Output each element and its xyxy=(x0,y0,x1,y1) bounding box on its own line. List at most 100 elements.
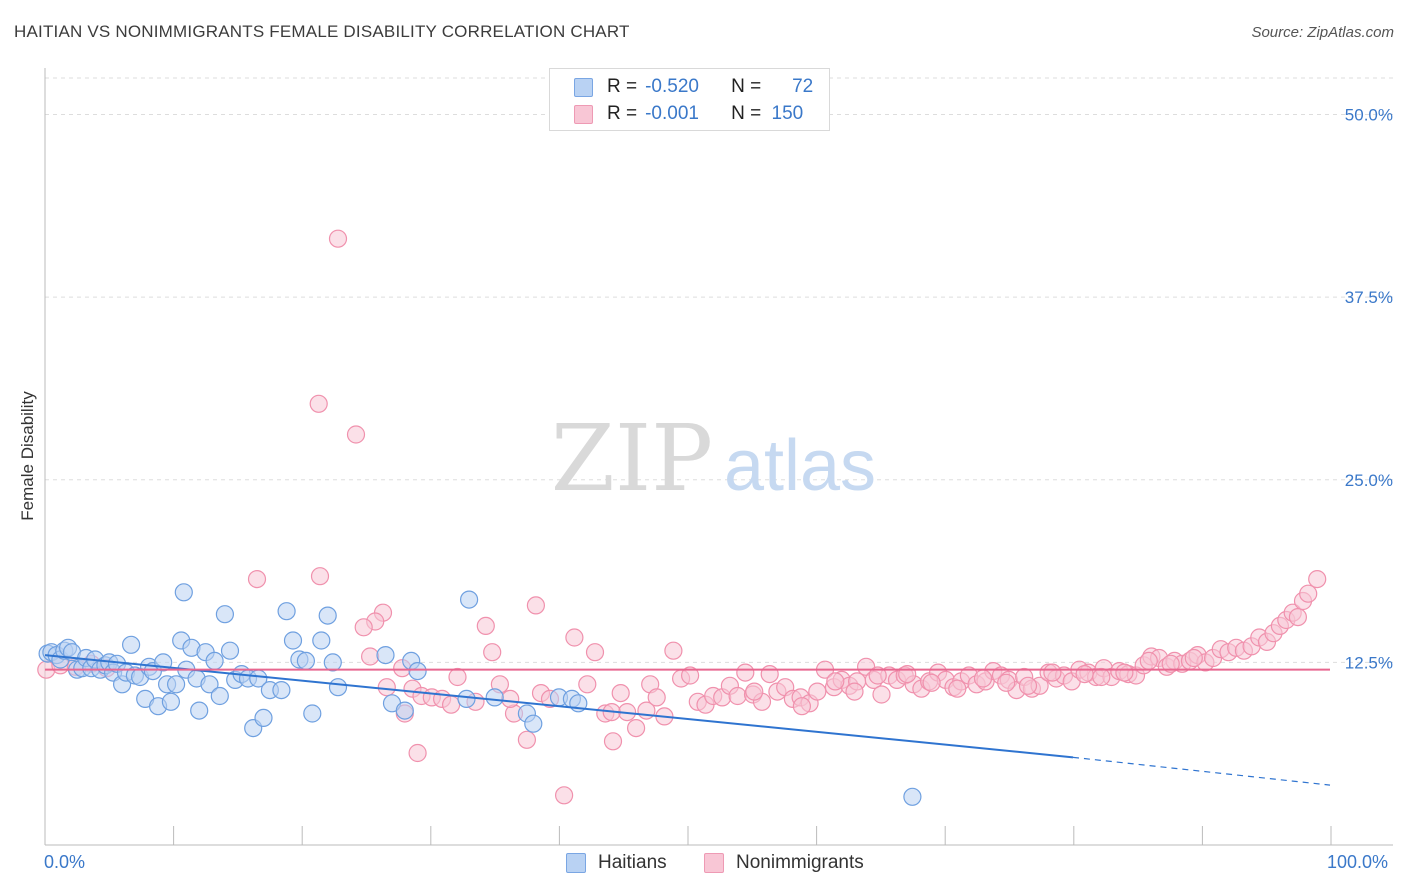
legend-swatch-nonimmigrants xyxy=(704,853,724,873)
legend-r-value: -0.001 xyxy=(645,103,699,124)
haitians-point xyxy=(485,688,504,707)
nonimmigrants-point xyxy=(948,679,967,698)
haitians-point xyxy=(283,631,303,650)
nonimmigrants-point xyxy=(760,664,779,684)
grid-lines xyxy=(45,77,1393,663)
nonimmigrants-point xyxy=(408,743,427,763)
nonimmigrants-point xyxy=(1308,569,1327,589)
nonimmigrants-point xyxy=(611,683,630,703)
haitians-point xyxy=(200,675,219,694)
nonimmigrants-point xyxy=(501,689,520,709)
nonimmigrants-point xyxy=(872,685,891,704)
nonimmigrants-point xyxy=(922,673,941,692)
haitians-point xyxy=(903,787,922,806)
nonimmigrants-point xyxy=(328,229,348,248)
y-tick-label: 37.5% xyxy=(1345,288,1393,307)
haitians-point xyxy=(215,605,234,624)
nonimmigrants-point xyxy=(626,718,646,738)
nonimmigrants-point xyxy=(565,628,584,647)
haitians-point xyxy=(220,641,240,660)
haitians-point xyxy=(318,606,337,625)
axes xyxy=(44,68,1393,846)
nonimmigrants-point xyxy=(808,682,827,701)
haitians-point xyxy=(122,635,141,654)
nonimmigrants-point xyxy=(997,673,1016,692)
legend-swatch-nonimmigrants xyxy=(574,104,593,124)
nonimmigrants-point xyxy=(483,643,502,662)
nonimmigrants-point xyxy=(442,695,461,714)
nonimmigrants-point xyxy=(973,669,993,688)
nonimmigrants-point xyxy=(310,567,330,586)
haitians-point xyxy=(205,651,224,671)
haitians-trend-line xyxy=(44,654,1074,759)
watermark-zip-text: ZIP xyxy=(551,405,713,512)
nonimmigrants-point xyxy=(517,730,537,749)
watermark-atlas-text: atlas xyxy=(724,426,876,506)
haitians-point xyxy=(524,714,543,733)
nonimmigrants-point xyxy=(745,682,764,701)
nonimmigrants-point xyxy=(1161,654,1180,673)
legend-label-nonimmigrants: Nonimmigrants xyxy=(736,852,864,873)
legend-n-value: 72 xyxy=(792,76,814,97)
haitians-point xyxy=(277,602,296,621)
nonimmigrants-point xyxy=(1299,584,1318,603)
legend-item-nonimmigrants[interactable]: Nonimmigrants xyxy=(704,852,864,874)
legend-n-label: N = xyxy=(731,76,762,97)
haitians-point xyxy=(272,680,291,700)
nonimmigrants-point xyxy=(1115,663,1134,682)
y-tick-label: 25.0% xyxy=(1345,471,1393,490)
haitians-point xyxy=(254,708,273,728)
nonimmigrants-point xyxy=(247,569,267,589)
nonimmigrants-point xyxy=(792,697,812,716)
nonimmigrants-point xyxy=(736,663,755,682)
nonimmigrants-point xyxy=(826,672,845,691)
nonimmigrants-point xyxy=(1043,663,1062,682)
haitians-point xyxy=(460,590,479,609)
nonimmigrants-point xyxy=(585,643,605,662)
nonimmigrants-point xyxy=(603,732,623,751)
legend-row-haitians: R = -0.520 N = 72 xyxy=(550,74,813,100)
legend-row-nonimmigrants: R = -0.001 N = 150 xyxy=(550,101,803,127)
nonimmigrants-point xyxy=(377,678,396,697)
haitians-point xyxy=(395,701,414,720)
nonimmigrants-point xyxy=(526,596,546,615)
watermark: ZIP atlas xyxy=(551,405,876,512)
nonimmigrants-point xyxy=(578,675,597,694)
nonimmigrants-point xyxy=(1092,667,1111,687)
y-tick-label: 50.0% xyxy=(1345,106,1393,125)
legend-n-label: N = xyxy=(731,103,762,124)
nonimmigrants-point xyxy=(448,667,467,687)
series-legend: Haitians Nonimmigrants xyxy=(0,852,1406,878)
nonimmigrants-point xyxy=(346,425,366,444)
nonimmigrants-point xyxy=(1018,676,1038,695)
legend-r-value: -0.520 xyxy=(645,76,699,97)
legend-label-haitians: Haitians xyxy=(598,852,667,873)
source-credit: Source: ZipAtlas.com xyxy=(1251,24,1394,41)
nonimmigrants-point xyxy=(680,666,700,685)
haitians-point xyxy=(457,689,476,709)
nonimmigrants-point xyxy=(354,618,373,637)
nonimmigrants-point xyxy=(898,664,917,684)
chart-title: HAITIAN VS NONIMMIGRANTS FEMALE DISABILI… xyxy=(14,22,630,41)
nonimmigrants-point xyxy=(1288,607,1308,627)
haitians-point xyxy=(312,631,331,650)
haitians-point xyxy=(174,583,193,602)
haitians-point xyxy=(408,661,427,681)
haitians-trend-extension xyxy=(1072,756,1331,786)
haitians-point xyxy=(376,645,395,665)
nonimmigrants-point xyxy=(728,686,747,706)
haitians-point xyxy=(190,701,209,720)
nonimmigrants-point xyxy=(845,682,864,701)
nonimmigrants-point xyxy=(1075,664,1094,684)
legend-item-haitians[interactable]: Haitians xyxy=(566,852,667,874)
nonimmigrants-point xyxy=(868,666,887,685)
x-tick-label-min: 0.0% xyxy=(44,852,86,872)
y-tick-label: 12.5% xyxy=(1345,653,1393,672)
haitians-point xyxy=(303,704,322,723)
nonimmigrants-point xyxy=(361,647,380,666)
y-tick-labels: 12.5% 25.0% 37.5% 50.0% xyxy=(1345,106,1393,673)
haitians-point xyxy=(296,651,315,671)
haitians-point xyxy=(328,678,348,697)
haitians-point xyxy=(323,653,342,672)
